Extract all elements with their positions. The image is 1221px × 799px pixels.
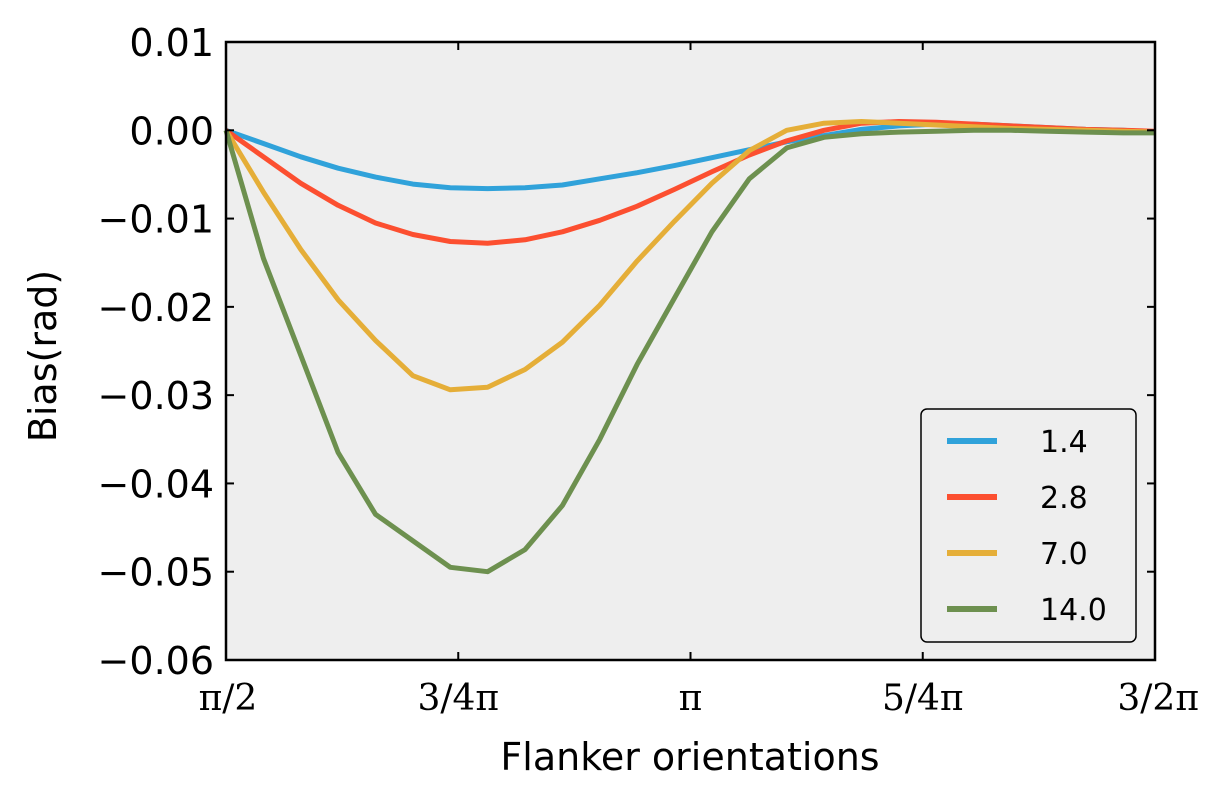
y-axis-label: Bias(rad) bbox=[21, 270, 65, 442]
legend: 1.4 2.8 7.0 14.0 bbox=[920, 408, 1137, 643]
legend-label: 2.8 bbox=[1040, 481, 1088, 516]
y-tick-label: −0.04 bbox=[98, 462, 214, 506]
y-tick-label: 0.00 bbox=[129, 109, 214, 153]
series-line-14-0 bbox=[223, 127, 1155, 575]
x-tick-label: π bbox=[679, 678, 703, 719]
legend-label: 1.4 bbox=[1040, 425, 1088, 460]
legend-label: 14.0 bbox=[1040, 593, 1107, 628]
legend-entries: 1.4 2.8 7.0 14.0 bbox=[947, 425, 1107, 628]
legend-frame bbox=[920, 408, 1137, 643]
y-tick-label: −0.02 bbox=[98, 286, 214, 330]
tick-layer: 0.01 0.00 −0.01 −0.02 −0.03 −0.04 −0.05 −0.06π/… bbox=[98, 21, 1199, 719]
x-axis-label: Flanker orientations bbox=[500, 735, 879, 779]
series-line-2-8 bbox=[224, 119, 1156, 246]
y-tick-label: −0.06 bbox=[98, 639, 214, 683]
series-layer bbox=[223, 119, 1156, 575]
x-tick-label: 5/4π bbox=[882, 678, 964, 719]
y-tick-label: −0.05 bbox=[98, 551, 214, 595]
y-tick-label: −0.03 bbox=[98, 374, 214, 418]
x-tick-label: π/2 bbox=[199, 678, 258, 719]
legend-label: 7.0 bbox=[1040, 537, 1088, 572]
y-tick-label: −0.01 bbox=[98, 198, 214, 242]
x-tick-label: 3/2π bbox=[1117, 678, 1199, 719]
x-tick-label: 3/4π bbox=[417, 678, 499, 719]
y-tick-label: 0.01 bbox=[129, 21, 214, 65]
